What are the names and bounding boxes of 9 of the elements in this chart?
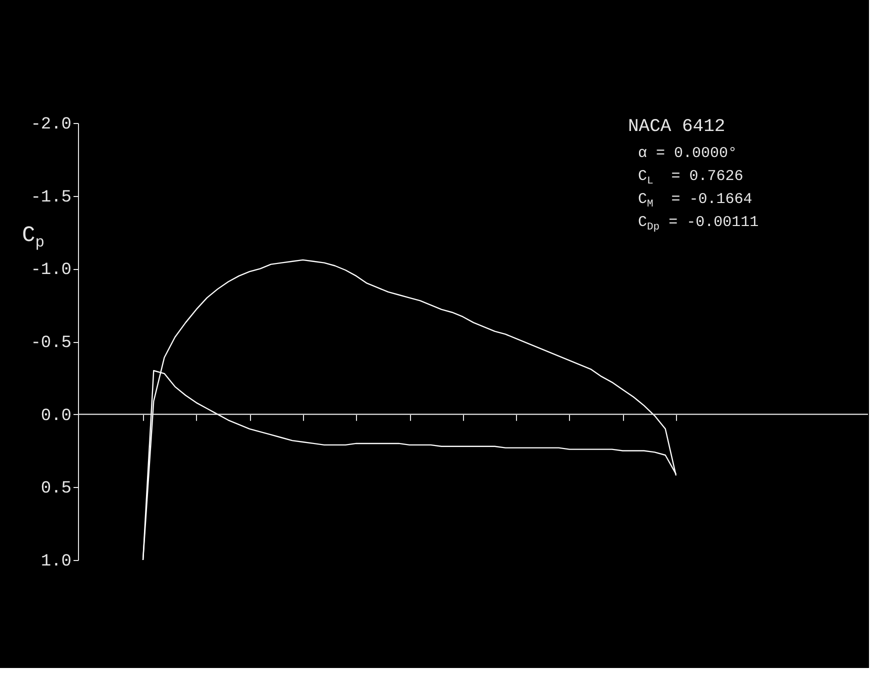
- y-tick-label: -0.5: [30, 334, 72, 353]
- y-tick-label: 0.5: [40, 480, 72, 499]
- y-tick-label: 1.0: [40, 552, 72, 572]
- y-tick-label: -1.0: [30, 261, 72, 280]
- annotation: α = 0.0000°: [638, 145, 738, 162]
- y-tick-label: -2.0: [30, 116, 72, 134]
- y-tick-label: 0.0: [40, 406, 72, 426]
- y-tick-label: -1.5: [30, 188, 72, 208]
- chart-title: NACA 6412: [628, 117, 726, 137]
